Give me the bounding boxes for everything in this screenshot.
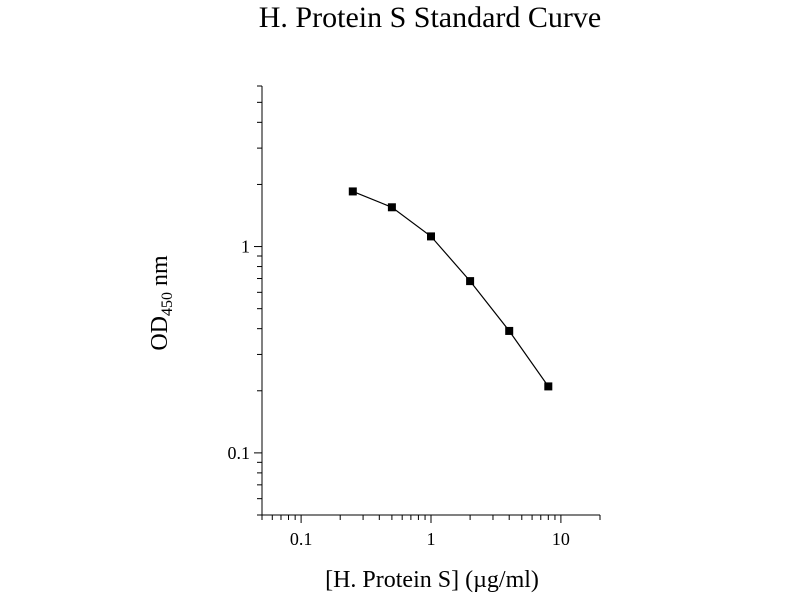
y-tick-label: 0.1 (228, 443, 251, 463)
series-line (352, 190, 549, 387)
x-tick-label: 0.1 (290, 529, 313, 549)
x-tick-label: 1 (427, 529, 436, 549)
data-point-marker (466, 277, 475, 286)
y-tick-label: 1 (241, 237, 250, 257)
data-point-marker (427, 232, 435, 241)
data-point-marker (544, 382, 553, 391)
data-point-marker (348, 187, 357, 196)
chart-title: H. Protein S Standard Curve (258, 1, 602, 34)
data-point-marker (387, 203, 396, 212)
x-axis-label: [H. Protein S] (µg/ml) (325, 567, 539, 593)
data-point-marker (505, 326, 514, 335)
x-tick-label: 10 (552, 529, 570, 549)
